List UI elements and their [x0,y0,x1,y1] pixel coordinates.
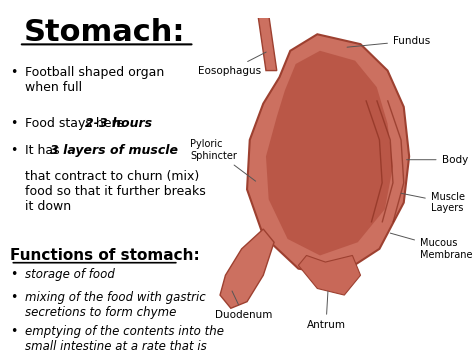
Text: •: • [10,144,18,157]
Text: Functions of stomach:: Functions of stomach: [10,248,200,263]
Text: •: • [10,66,18,79]
Text: Antrum: Antrum [307,291,346,330]
Text: •: • [10,117,18,130]
Text: Fundus: Fundus [347,36,430,47]
Text: Food stays here: Food stays here [25,117,128,130]
Text: 3 layers of muscle: 3 layers of muscle [50,144,178,157]
Polygon shape [266,51,393,256]
Text: that contract to churn (mix)
food so that it further breaks
it down: that contract to churn (mix) food so tha… [25,170,205,213]
Polygon shape [258,15,277,71]
Text: Muscle
Layers: Muscle Layers [401,192,465,213]
Text: •: • [10,325,18,338]
Text: •: • [10,268,18,281]
Text: It has: It has [25,144,63,157]
Text: Pyloric
Sphincter: Pyloric Sphincter [190,139,255,181]
Text: storage of food: storage of food [25,268,115,281]
Text: emptying of the contents into the
small intestine at a rate that is
proper for d: emptying of the contents into the small … [25,325,235,355]
Polygon shape [220,229,274,308]
Text: Football shaped organ
when full: Football shaped organ when full [25,66,164,94]
Text: Mucous
Membrane: Mucous Membrane [390,233,473,260]
Text: mixing of the food with gastric
secretions to form chyme: mixing of the food with gastric secretio… [25,291,205,319]
Polygon shape [247,34,409,275]
Polygon shape [299,256,361,295]
Text: Duodenum: Duodenum [215,291,272,320]
Text: Body: Body [407,155,468,165]
Text: •: • [10,291,18,304]
Text: Eosophagus: Eosophagus [199,52,266,76]
Text: 2-3 hours: 2-3 hours [85,117,153,130]
Text: Stomach:: Stomach: [24,18,185,47]
